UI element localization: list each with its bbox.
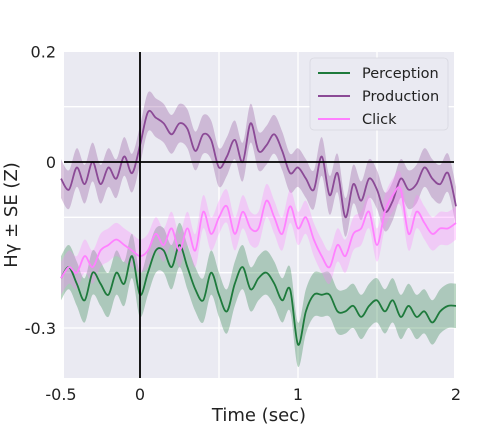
error-bands [61,91,456,368]
y-tick-label: 0 [46,153,56,172]
legend-label-perception: Perception [362,66,439,82]
legend-label-production: Production [362,89,439,105]
click-line [60,186,457,279]
production-line [60,109,457,219]
y-tick-label: 0.2 [31,42,56,61]
x-tick-labels: -0.5 0 1 2 [45,385,461,404]
legend: Perception Production Click [309,57,449,131]
x-tick-label: -0.5 [45,385,76,404]
x-tick-label: 2 [451,385,461,404]
perception-error-band [61,222,456,368]
y-tick-label: -0.3 [25,319,56,338]
legend-label-click: Click [362,112,397,128]
reference-lines [64,52,454,378]
perception-line [60,244,457,346]
production-error-band [61,91,456,237]
x-tick-label: 0 [135,385,145,404]
y-tick-labels: 0.2 0 -0.3 [25,42,56,338]
x-axis-label: Time (sec) [211,405,306,426]
series-lines [60,109,457,346]
x-tick-label: 1 [293,385,303,404]
click-error-band [61,170,456,295]
legend-box [309,57,449,131]
y-axis-label: Hγ ± SE (Z) [1,162,22,268]
